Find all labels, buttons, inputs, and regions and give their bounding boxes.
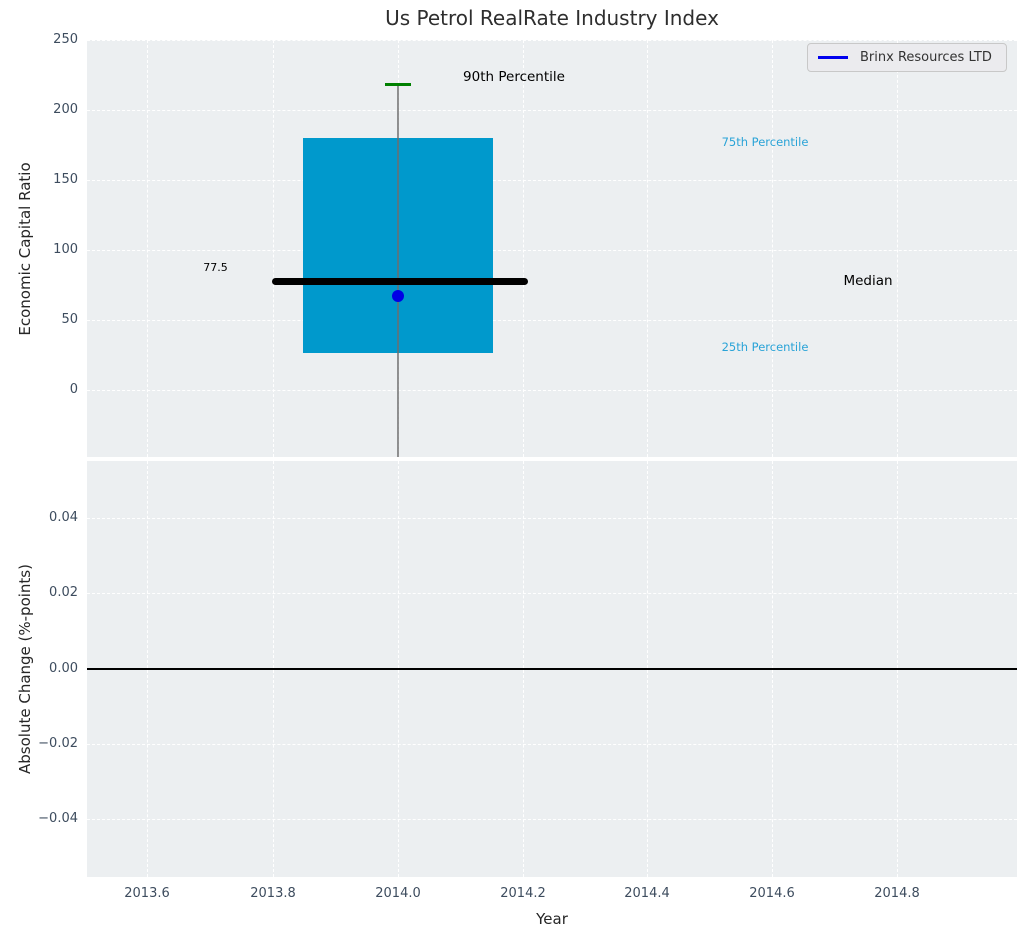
- legend-line-icon: [818, 56, 848, 59]
- x-tick-2013-6: 2013.6: [124, 886, 170, 901]
- x-axis-label: Year: [536, 910, 568, 928]
- gridline: [87, 110, 1017, 111]
- top-y-tick-150: 150: [53, 172, 78, 187]
- x-tick-2014-0: 2014.0: [375, 886, 421, 901]
- gridline: [87, 518, 1017, 519]
- x-tick-2013-8: 2013.8: [250, 886, 296, 901]
- x-tick-2014-6: 2014.6: [749, 886, 795, 901]
- gridline: [147, 40, 148, 457]
- zero-reference-line: [87, 668, 1017, 670]
- bottom-y-tick-m004: −0.04: [38, 811, 78, 826]
- gridline: [87, 40, 1017, 41]
- bottom-plot-area: [87, 461, 1017, 877]
- gridline: [87, 390, 1017, 391]
- median-value-annotation: 77.5: [203, 261, 228, 274]
- gridline: [87, 180, 1017, 181]
- bottom-y-tick-m002: −0.02: [38, 736, 78, 751]
- top-y-tick-0: 0: [69, 382, 78, 397]
- gridline: [897, 40, 898, 457]
- annotation-25th-percentile: 25th Percentile: [721, 340, 809, 354]
- legend: Brinx Resources LTD: [807, 43, 1007, 72]
- gridline: [87, 744, 1017, 745]
- annotation-75th-percentile: 75th Percentile: [721, 135, 809, 149]
- gridline: [87, 593, 1017, 594]
- top-y-axis-label: Economic Capital Ratio: [16, 162, 34, 336]
- x-tick-2014-8: 2014.8: [874, 886, 920, 901]
- gridline: [87, 250, 1017, 251]
- x-tick-2014-4: 2014.4: [624, 886, 670, 901]
- chart-title: Us Petrol RealRate Industry Index: [385, 6, 719, 30]
- gridline: [273, 40, 274, 457]
- gridline: [87, 819, 1017, 820]
- gridline: [647, 40, 648, 457]
- bottom-y-tick-000: 0.00: [49, 661, 78, 676]
- bottom-y-axis-label: Absolute Change (%-points): [16, 564, 34, 774]
- legend-entry-label: Brinx Resources LTD: [860, 50, 992, 65]
- annotation-90th-percentile: 90th Percentile: [463, 69, 565, 85]
- company-marker-dot: [392, 290, 404, 302]
- top-y-tick-250: 250: [53, 32, 78, 47]
- top-y-tick-100: 100: [53, 242, 78, 257]
- whisker-line: [397, 84, 399, 457]
- gridline: [523, 40, 524, 457]
- gridline: [87, 320, 1017, 321]
- percentile-90-cap: [385, 83, 411, 86]
- annotation-median: Median: [843, 273, 893, 289]
- top-y-tick-50: 50: [61, 312, 78, 327]
- gridline: [772, 40, 773, 457]
- median-line: [272, 278, 528, 285]
- top-plot-area: 77.5 90th Percentile 75th Percentile Med…: [87, 40, 1017, 457]
- bottom-y-tick-002: 0.02: [49, 585, 78, 600]
- top-y-tick-200: 200: [53, 102, 78, 117]
- bottom-y-tick-004: 0.04: [49, 510, 78, 525]
- x-tick-2014-2: 2014.2: [500, 886, 546, 901]
